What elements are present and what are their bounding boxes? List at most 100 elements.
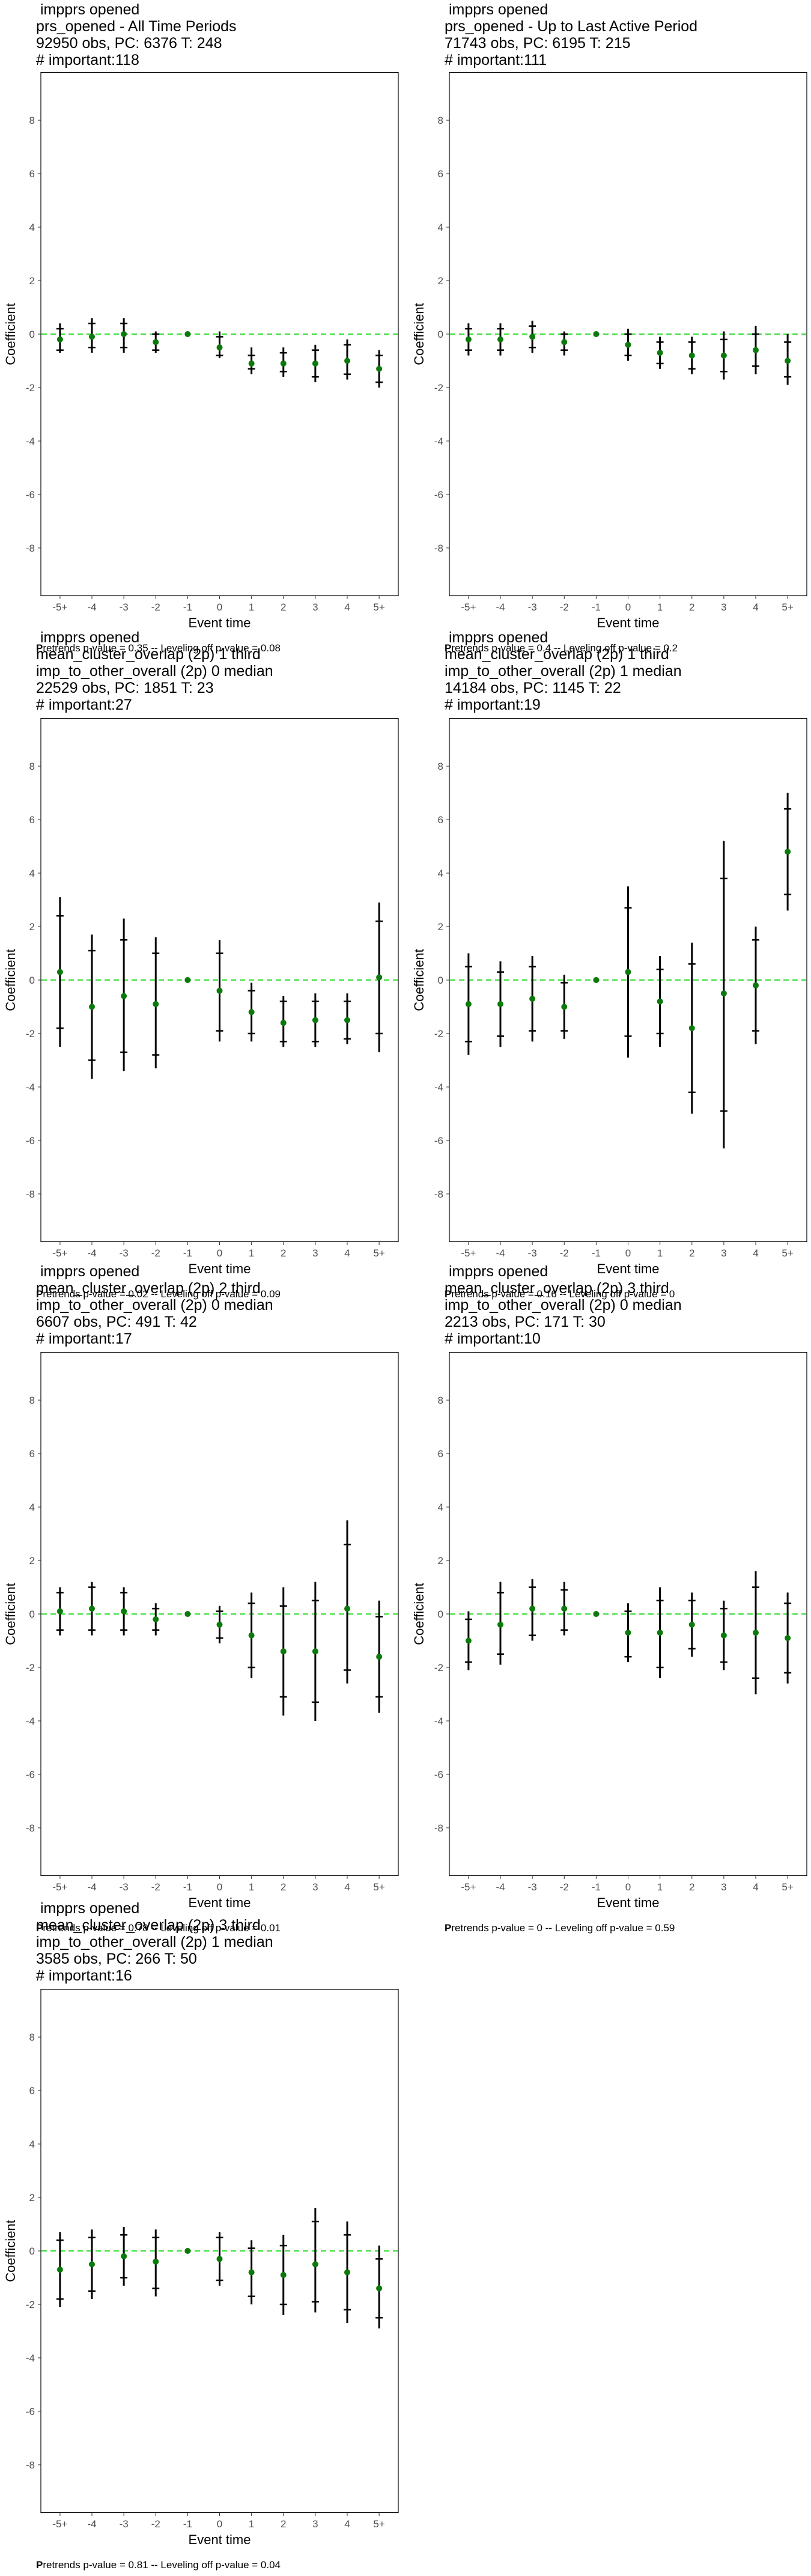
x-tick-label: 1 <box>249 1247 254 1259</box>
y-tick-label: 6 <box>29 168 35 180</box>
footnote-initial: P <box>36 1922 43 1934</box>
coefficient-point <box>376 1654 383 1660</box>
chart-title-line: mean_cluster_overlap (2p) 1 third <box>36 646 261 663</box>
chart-panel: impprs opened prs_opened - Up to Last Act… <box>409 0 811 659</box>
y-tick-label: 8 <box>29 1395 35 1406</box>
y-tick-label: -6 <box>26 1769 35 1780</box>
chart-title-line: 6607 obs, PC: 491 T: 42 <box>36 1314 197 1330</box>
coefficient-point <box>56 336 63 343</box>
chart-title-line: 14184 obs, PC: 1145 T: 22 <box>445 680 621 696</box>
x-axis-title: Event time <box>189 615 251 630</box>
coefficient-point <box>248 2269 255 2276</box>
coefficient-point <box>216 344 223 351</box>
coefficient-point <box>376 974 383 981</box>
footnote-initial: P <box>445 1922 452 1934</box>
footnote-initial: P <box>445 642 452 654</box>
y-tick-label: 4 <box>29 1502 35 1513</box>
coefficient-plot: -8 -6 -4 -2 0 2 4 6 8 Coefficient -5+ -4 -3 -2 -1 0 1 2 3 4… <box>3 718 399 1276</box>
p-value-footnote: Pretrends p-value = 0.4 -- Leveling off … <box>445 642 678 654</box>
coefficient-point <box>153 1001 159 1008</box>
coefficient-point <box>561 339 568 346</box>
y-tick-label: -8 <box>434 1189 443 1200</box>
y-tick-label: 8 <box>29 115 35 126</box>
x-tick-label: 5+ <box>782 1247 793 1259</box>
chart-title-line: # important:27 <box>36 696 132 713</box>
x-tick-label: 3 <box>721 1247 726 1259</box>
x-tick-label: -5+ <box>461 1881 476 1893</box>
y-tick-label: -6 <box>26 489 35 501</box>
y-tick-label: -2 <box>434 382 443 394</box>
coefficient-point <box>625 341 631 348</box>
y-tick-label: -2 <box>26 2299 35 2310</box>
p-value-footnote: Pretrends p-value = 0.78 -- Leveling off… <box>36 1922 281 1934</box>
x-tick-label: 0 <box>217 1881 222 1893</box>
coefficient-point <box>688 1025 695 1032</box>
chart-title-line: imp_to_other_overall (2p) 0 median <box>36 1297 273 1314</box>
coefficient-plot: -8 -6 -4 -2 0 2 4 6 8 Coefficient -5+ -4 -3 -2 -1 0 1 2 3 4… <box>3 1352 399 1910</box>
coefficient-point <box>280 1020 287 1026</box>
x-axis-title: Event time <box>189 1261 251 1276</box>
footnote-initial: P <box>36 642 43 654</box>
y-tick-label: 8 <box>29 761 35 772</box>
chart-title-line: mean_cluster_overlap (2p) 1 third <box>445 646 669 663</box>
coefficient-point <box>344 1017 350 1023</box>
y-tick-label: 8 <box>29 2032 35 2043</box>
x-axis-title: Event time <box>597 615 660 630</box>
footnote-initial: P <box>445 1288 452 1300</box>
coefficient-point <box>216 1621 223 1628</box>
y-axis-title: Coefficient <box>412 303 427 365</box>
x-axis-title: Event time <box>189 2532 251 2547</box>
chart-title-line: prs_opened - Up to Last Active Period <box>445 18 698 35</box>
footnote-text: retrends p-value = 0.35 -- Leveling off … <box>43 642 281 654</box>
y-tick-label: 0 <box>438 975 443 986</box>
coefficient-point <box>216 2256 223 2262</box>
x-tick-label: 2 <box>689 601 694 613</box>
coefficient-plot: -8 -6 -4 -2 0 2 4 6 8 Coefficient -5+ -4 -3 -2 -1 0 1 2 3 4… <box>3 72 399 630</box>
x-tick-label: -1 <box>183 1247 192 1259</box>
x-tick-label: -4 <box>496 601 505 613</box>
coefficient-point <box>785 1635 791 1642</box>
y-tick-label: 6 <box>438 168 443 180</box>
chart-title-line: impprs opened <box>445 1263 548 1280</box>
coefficient-point <box>720 990 727 997</box>
chart-title-line: impprs opened <box>36 629 140 646</box>
x-axis-title: Event time <box>189 1895 251 1910</box>
y-axis-title: Coefficient <box>412 949 427 1011</box>
y-tick-label: 4 <box>29 868 35 879</box>
coefficient-point <box>593 977 600 983</box>
y-tick-label: 8 <box>438 1395 443 1406</box>
y-tick-label: 4 <box>438 222 443 233</box>
x-tick-label: -3 <box>528 1247 537 1259</box>
x-tick-label: -5+ <box>461 1247 476 1259</box>
x-tick-label: 0 <box>625 1247 631 1259</box>
y-tick-label: 4 <box>438 1502 443 1513</box>
coefficient-point <box>312 1648 318 1655</box>
x-tick-label: 1 <box>657 1247 663 1259</box>
coefficient-point <box>56 1608 63 1615</box>
coefficient-point <box>376 365 383 372</box>
coefficient-point <box>121 2253 127 2259</box>
p-value-footnote: Pretrends p-value = 0.35 -- Leveling off… <box>36 642 281 654</box>
y-tick-label: 2 <box>438 1555 443 1567</box>
chart-title-line: imp_to_other_overall (2p) 1 median <box>36 1934 273 1950</box>
coefficient-point <box>184 331 191 337</box>
y-tick-label: -6 <box>26 2406 35 2417</box>
x-tick-label: -3 <box>120 1247 129 1259</box>
chart-title-line: 92950 obs, PC: 6376 T: 248 <box>36 35 222 52</box>
coefficient-plot: -8 -6 -4 -2 0 2 4 6 8 Coefficient -5+ -4 -3 -2 -1 0 1 2 3 4… <box>412 718 807 1276</box>
footnote-initial: P <box>36 2559 43 2571</box>
x-tick-label: 2 <box>281 1247 286 1259</box>
coefficient-point <box>89 2261 95 2268</box>
x-tick-label: 0 <box>217 601 222 613</box>
y-tick-label: 6 <box>438 814 443 826</box>
chart-title-line: impprs opened <box>36 1263 140 1280</box>
y-tick-label: 6 <box>29 2085 35 2096</box>
x-tick-label: -4 <box>87 601 96 613</box>
y-tick-label: -4 <box>434 436 443 447</box>
chart-title-line: impprs opened <box>445 1 548 18</box>
coefficient-point <box>280 360 287 367</box>
coefficient-point <box>56 969 63 975</box>
x-tick-label: -1 <box>183 601 192 613</box>
chart-title-line: impprs opened <box>445 629 548 646</box>
x-tick-label: 2 <box>281 601 286 613</box>
